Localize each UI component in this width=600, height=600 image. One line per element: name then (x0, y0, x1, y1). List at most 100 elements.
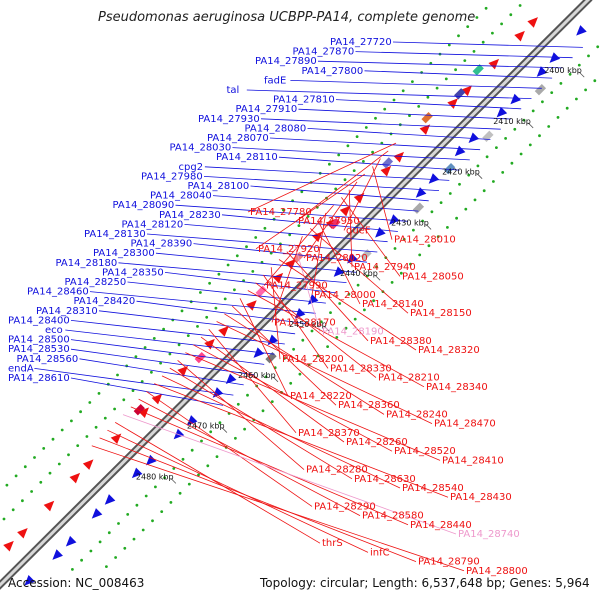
minus-leader (185, 352, 441, 461)
tick-dot (495, 146, 498, 150)
tick-dot (559, 82, 563, 85)
topology-text: Topology: circular; Length: 6,537,648 bp… (260, 576, 590, 590)
tick-dot (427, 244, 431, 248)
tick-dot (466, 25, 470, 28)
plus-leader (193, 243, 368, 263)
plus-gene-label: PA14_27930 (198, 114, 260, 125)
minus-leader (231, 305, 337, 406)
tick-dot (301, 338, 305, 342)
tick-dot (343, 178, 347, 182)
tick-dot (472, 50, 476, 53)
plus-leader (155, 252, 357, 273)
tick-dot (408, 114, 411, 117)
plus-strand-gene (576, 25, 587, 36)
tick-dot (501, 171, 505, 174)
plus-gene-label: PA14_28300 (93, 248, 155, 259)
tick-dot (587, 54, 590, 58)
minus-gene-label: PA14_28740 (458, 529, 520, 540)
minus-leader (216, 321, 433, 424)
plus-leader (278, 156, 460, 171)
tick-dot (383, 107, 387, 111)
minus-leader (255, 173, 366, 250)
plus-leader (246, 89, 532, 99)
tick-dot (245, 245, 248, 249)
minus-gene-label: PA14_27990 (266, 281, 328, 292)
tick-dot (426, 95, 430, 99)
tick-dot (103, 416, 107, 420)
plus-leader (364, 70, 553, 79)
minus-gene-label: PA14_27950 (298, 216, 360, 227)
tick-dot (131, 389, 135, 392)
plus-strand-gene (131, 467, 143, 479)
tick-dot (114, 556, 117, 559)
tick-dot (528, 143, 532, 147)
plus-leader (335, 99, 522, 110)
plus-strand-gene (389, 214, 400, 225)
tick-dot (436, 235, 440, 239)
plus-gene-label: PA14_28350 (102, 267, 164, 278)
tick-dot (292, 347, 295, 351)
minus-leader (91, 445, 465, 572)
tick-dot (485, 155, 489, 159)
plus-leader (79, 358, 244, 386)
tick-dot (181, 457, 185, 461)
tick-dot (310, 329, 314, 333)
plus-strand-gene (225, 373, 237, 385)
plus-gene-label: PA14_28100 (188, 181, 250, 192)
minus-leader (263, 274, 329, 369)
minus-gene-label: thrS (322, 538, 343, 549)
tick-dot (362, 160, 365, 163)
plus-leader (260, 118, 501, 130)
kbp-tick (578, 71, 585, 78)
minus-strand-gene (110, 433, 122, 445)
tick-dot (172, 467, 176, 470)
minus-gene-label: PA14_28200 (282, 354, 344, 365)
plus-leader (146, 233, 378, 253)
tick-dot (338, 302, 342, 305)
minus-gene-label: PA14_28410 (442, 455, 504, 466)
kbp-scale: 2400 kbp 2410 kbp 2420 kbp 2430 kbp 2440 kbp… (136, 66, 585, 484)
feature-block (472, 64, 484, 76)
kbp-label: 2460 kbp (238, 371, 276, 380)
plus-gene-label: PA14_28530 (8, 344, 70, 355)
tick-dot (143, 346, 147, 349)
minus-gene-label: PA14_28150 (410, 308, 472, 319)
plus-strand-gene (104, 494, 116, 505)
feature-block (329, 217, 341, 230)
plus-gene-label: PA14_27800 (302, 66, 364, 77)
tick-dot (328, 162, 331, 166)
minus-gene-label: PA14_28360 (338, 400, 400, 411)
tick-dot (418, 253, 422, 257)
tick-dot (346, 144, 350, 148)
tick-dot (246, 393, 249, 397)
minus-leader (247, 290, 425, 388)
minus-leader (224, 313, 385, 415)
plus-gene-label: eco (45, 325, 63, 336)
tick-dot (217, 272, 221, 276)
tick-dot (531, 109, 535, 113)
minus-leader (239, 298, 289, 397)
tick-dot (457, 34, 460, 38)
plus-leader (232, 147, 470, 161)
plus-leader (136, 300, 306, 324)
plus-leader (34, 368, 234, 396)
tick-dot (151, 519, 154, 523)
plus-leader (221, 214, 398, 232)
tick-dot (390, 281, 394, 284)
plus-strand-gene (415, 187, 427, 198)
tick-dot (162, 327, 166, 331)
tick-dot (392, 98, 396, 102)
plus-strand-gene (375, 227, 386, 238)
tick-dot (412, 228, 415, 232)
minus-gene-label: PA14_28330 (330, 363, 392, 374)
tick-dot (365, 274, 369, 278)
plus-gene-label: PA14_28250 (65, 277, 127, 288)
tick-dot (263, 226, 267, 230)
plus-gene-label: endA (8, 363, 34, 374)
tick-dot (399, 271, 403, 275)
minus-strand-gene (246, 300, 257, 311)
tick-dot (402, 237, 406, 241)
tick-dot (226, 263, 230, 267)
minus-leader (107, 429, 369, 553)
